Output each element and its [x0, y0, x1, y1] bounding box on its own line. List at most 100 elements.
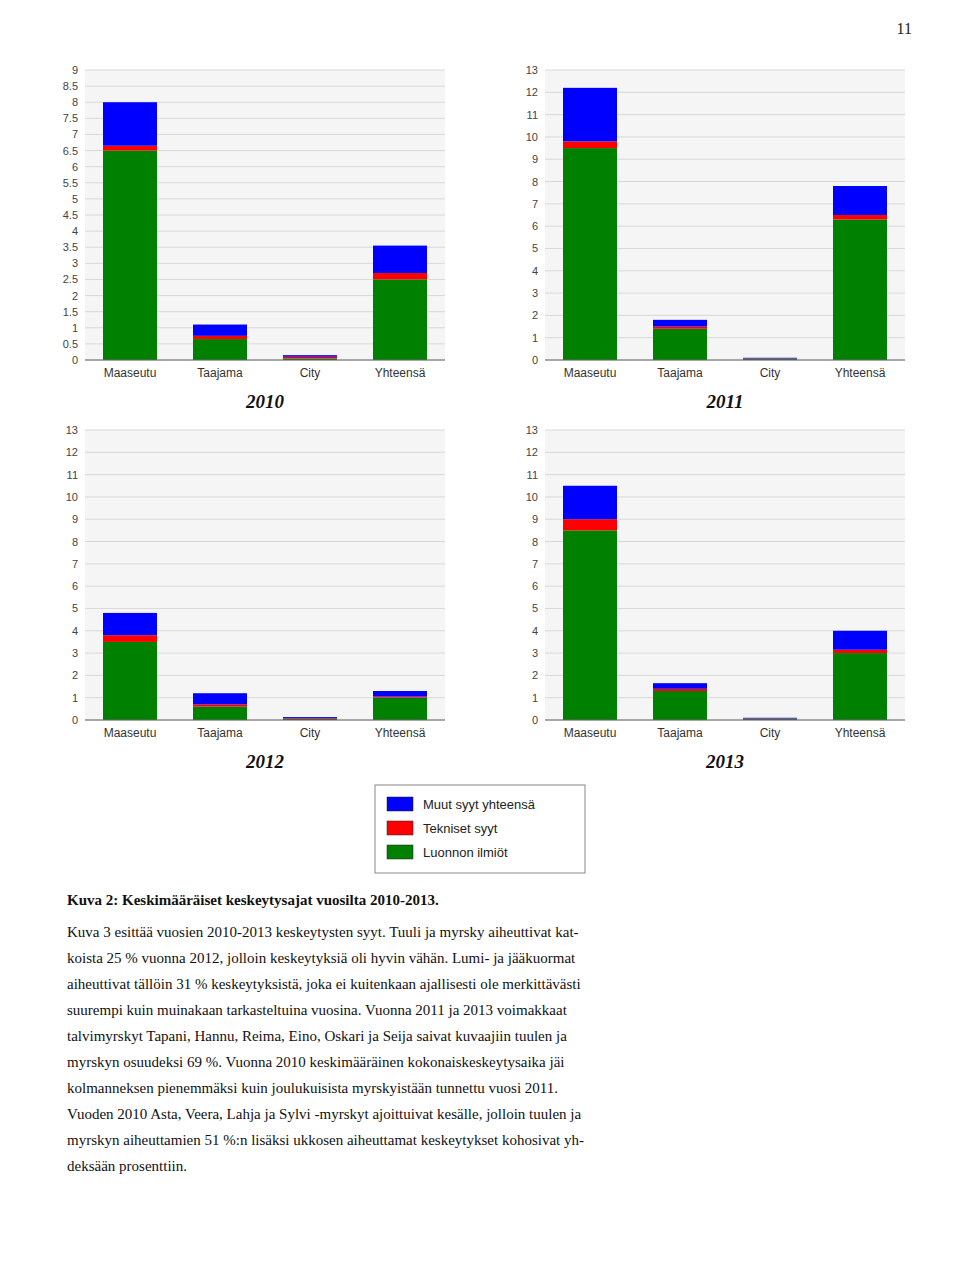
- y-tick-label: 1.5: [63, 306, 78, 318]
- bar-segment: [193, 325, 247, 336]
- chart-title: 2013: [705, 751, 744, 772]
- x-tick-label: City: [300, 366, 321, 380]
- grid-line: [545, 70, 905, 71]
- y-tick-label: 6: [532, 220, 538, 232]
- bar-segment: [193, 707, 247, 720]
- bar-segment: [563, 148, 617, 360]
- legend: Muut syyt yhteensä Tekniset syyt Luonnon i…: [375, 785, 585, 873]
- bar-segment: [193, 339, 247, 360]
- x-tick-label: Maaseutu: [104, 366, 157, 380]
- y-tick-label: 12: [526, 86, 538, 98]
- plot-background: [85, 430, 445, 720]
- chart-title: 2010: [245, 391, 285, 412]
- y-tick-label: 9: [72, 513, 78, 525]
- bar-segment: [743, 717, 797, 719]
- y-tick-label: 0: [532, 354, 538, 366]
- plot-background: [85, 70, 445, 360]
- y-tick-label: 4.5: [63, 209, 78, 221]
- grid-line: [545, 360, 905, 361]
- bar-segment: [563, 88, 617, 142]
- grid-line: [85, 496, 445, 497]
- bar-segment: [103, 102, 157, 146]
- bar-segment: [563, 141, 617, 148]
- y-tick-label: 5: [72, 602, 78, 614]
- bar-segment: [743, 358, 797, 359]
- bar-segment: [283, 355, 337, 357]
- grid-line: [85, 70, 445, 71]
- bar-segment: [283, 718, 337, 720]
- y-tick-label: 7: [532, 198, 538, 210]
- legend-frame: [375, 785, 585, 873]
- y-tick-label: 2: [72, 669, 78, 681]
- y-tick-label: 10: [66, 491, 78, 503]
- y-tick-label: 9: [532, 153, 538, 165]
- x-tick-label: Maaseutu: [104, 726, 157, 740]
- body-text: suurempi kuin muinakaan tarkasteltuina v…: [67, 1002, 568, 1018]
- bars: [563, 88, 887, 360]
- legend-swatch: [387, 821, 413, 835]
- bar-segment: [103, 642, 157, 720]
- grid-line: [85, 519, 445, 520]
- y-tick-label: 3: [532, 647, 538, 659]
- body-text: talvimyrskyt Tapani, Hannu, Reima, Eino,…: [67, 1028, 567, 1044]
- legend-swatch: [387, 845, 413, 859]
- y-tick-label: 3: [532, 287, 538, 299]
- grid-line: [85, 608, 445, 609]
- bar-segment: [833, 653, 887, 720]
- y-tick-label: 4: [532, 625, 538, 637]
- x-tick-label: City: [760, 726, 781, 740]
- bar-segment: [563, 530, 617, 720]
- bar-segment: [373, 691, 427, 697]
- legend-label: Muut syyt yhteensä: [423, 797, 536, 812]
- bars: [103, 613, 427, 720]
- grid-line: [545, 452, 905, 453]
- bar-segment: [373, 279, 427, 360]
- y-tick-label: 4: [72, 625, 78, 637]
- grid-line: [545, 720, 905, 721]
- x-tick-label: Taajama: [197, 726, 243, 740]
- x-tick-label: Yhteensä: [835, 726, 886, 740]
- x-tick-label: Taajama: [197, 366, 243, 380]
- grid-line: [85, 86, 445, 87]
- y-tick-label: 0: [532, 714, 538, 726]
- y-tick-label: 8: [532, 536, 538, 548]
- y-tick-label: 7: [72, 558, 78, 570]
- y-tick-label: 13: [66, 424, 78, 436]
- bar-segment: [563, 486, 617, 519]
- bar-segment: [833, 631, 887, 650]
- y-tick-label: 10: [526, 491, 538, 503]
- body-text: kolmanneksen pienemmäksi kuin joulukuisi…: [67, 1080, 558, 1096]
- bar-segment: [833, 186, 887, 215]
- y-tick-label: 9: [532, 513, 538, 525]
- bar-segment: [193, 693, 247, 704]
- chart: 012345678910111213MaaseutuTaajamaCityYht…: [526, 64, 905, 412]
- y-tick-label: 5.5: [63, 177, 78, 189]
- chart-title: 2011: [706, 391, 744, 412]
- y-tick-label: 8: [72, 536, 78, 548]
- bar-segment: [833, 650, 887, 653]
- y-tick-label: 11: [527, 469, 538, 481]
- grid-line: [85, 430, 445, 431]
- bar-segment: [653, 691, 707, 720]
- grid-line: [85, 720, 445, 721]
- body-text: myrskyn aiheuttamien 51 %:n lisäksi ukko…: [67, 1132, 584, 1148]
- legend-label: Luonnon ilmiöt: [423, 845, 508, 860]
- x-tick-label: Taajama: [657, 366, 703, 380]
- y-tick-label: 6: [72, 580, 78, 592]
- body-text: myrskyn osuudeksi 69 %. Vuonna 2010 kesk…: [67, 1054, 564, 1070]
- chart-title: 2012: [245, 751, 285, 772]
- y-tick-label: 9: [72, 64, 78, 76]
- grid-line: [85, 541, 445, 542]
- bar-segment: [103, 613, 157, 635]
- bars: [103, 102, 427, 360]
- y-tick-label: 12: [526, 446, 538, 458]
- y-tick-label: 13: [526, 64, 538, 76]
- bar-segment: [373, 246, 427, 273]
- body-text: aiheuttivat tällöin 31 % keskeytyksistä,…: [67, 976, 581, 992]
- body-text: deksään prosenttiin.: [67, 1158, 187, 1174]
- y-tick-label: 1: [532, 692, 538, 704]
- legend-label: Tekniset syyt: [423, 821, 498, 836]
- body-text: Vuoden 2010 Asta, Veera, Lahja ja Sylvi …: [67, 1106, 581, 1122]
- bar-segment: [193, 336, 247, 339]
- bar-segment: [373, 698, 427, 720]
